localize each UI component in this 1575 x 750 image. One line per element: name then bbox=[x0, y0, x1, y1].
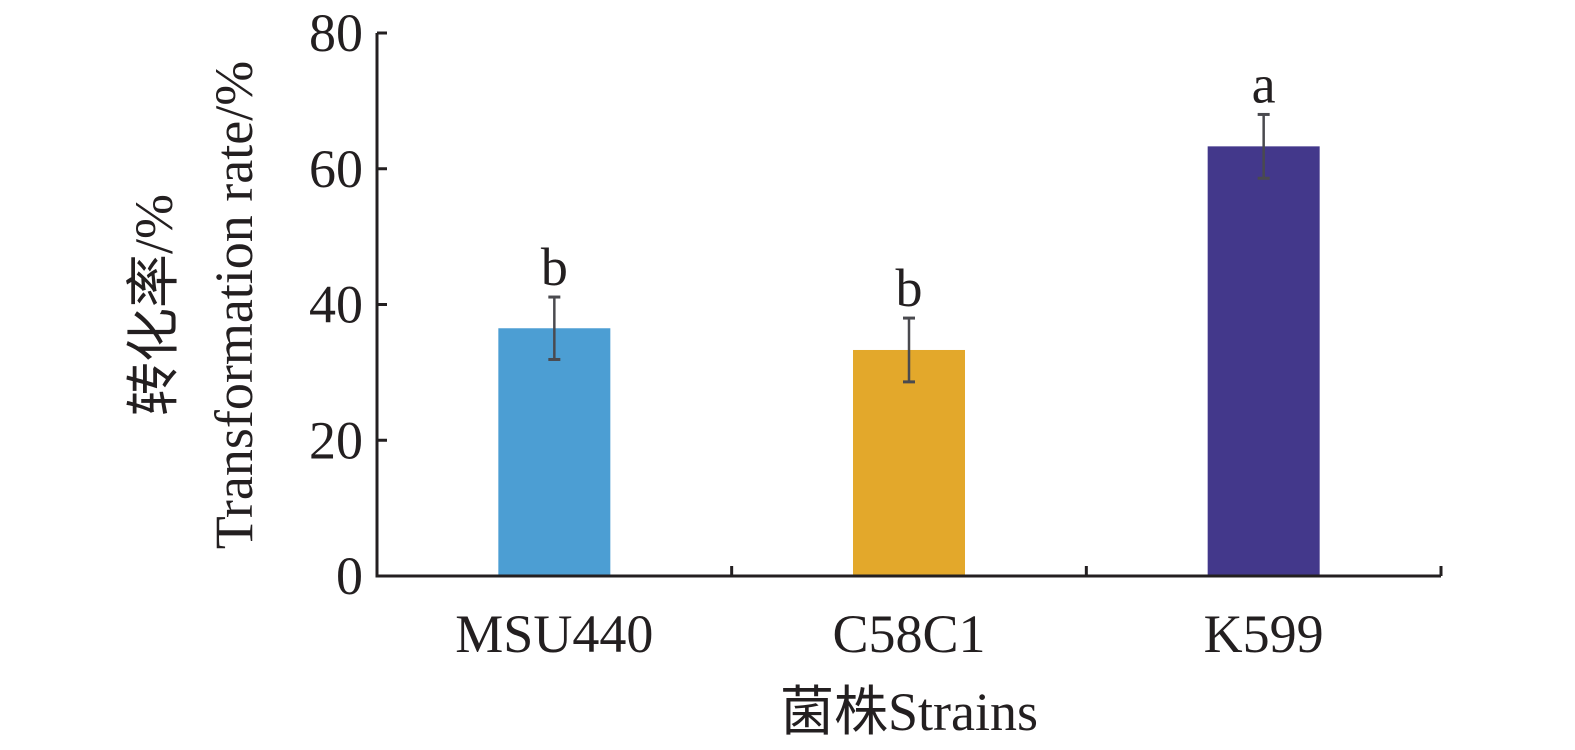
x-tick-label: MSU440 bbox=[455, 604, 653, 664]
significance-label: a bbox=[1252, 54, 1276, 114]
bars: b MSU440 b C58C1 a K599 bbox=[455, 54, 1323, 664]
bar-k599 bbox=[1207, 146, 1320, 575]
y-tick-label: 40 bbox=[309, 275, 363, 335]
bar-msu440 bbox=[498, 328, 611, 575]
significance-label: b bbox=[541, 237, 568, 297]
y-tick-label: 60 bbox=[309, 139, 363, 199]
y-axis-label-en: Transformation rate/% bbox=[204, 61, 264, 549]
y-tick-label: 80 bbox=[309, 3, 363, 63]
y-tick-label: 0 bbox=[336, 546, 363, 606]
x-axis-label: 菌株Strains bbox=[780, 682, 1038, 742]
y-tick-label: 20 bbox=[309, 410, 363, 470]
y-axis-label-cn: 转化率/% bbox=[124, 194, 184, 416]
significance-label: b bbox=[896, 258, 923, 318]
bar-c58c1 bbox=[853, 349, 965, 575]
x-tick-label: K599 bbox=[1204, 604, 1324, 664]
x-tick-label: C58C1 bbox=[832, 604, 985, 664]
axes: 0 20 40 60 80 bbox=[309, 3, 1443, 606]
